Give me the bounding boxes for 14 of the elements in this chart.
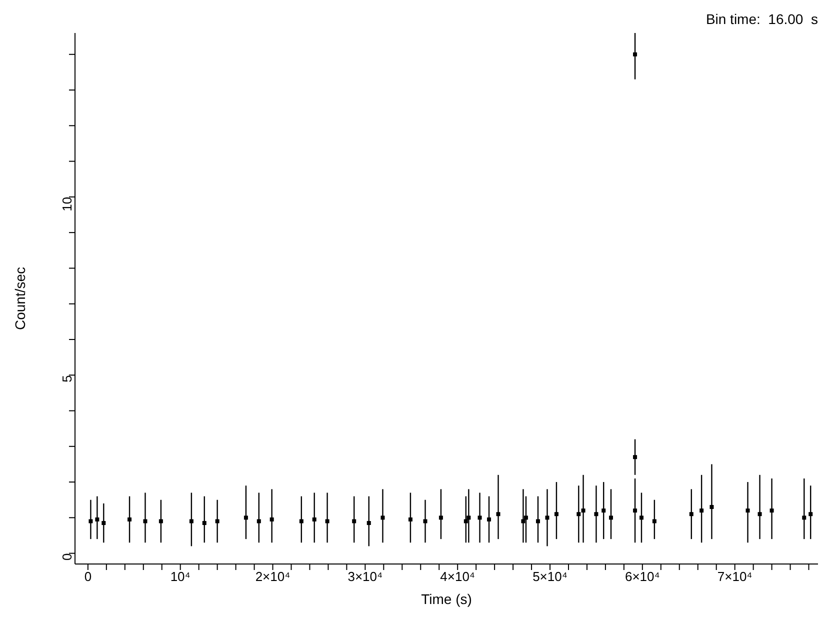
x-tick-label: 10⁴ (170, 569, 190, 584)
y-tick-label: 10 (60, 196, 75, 212)
x-tick-label: 5×10⁴ (532, 569, 568, 584)
x-tick-label: 7×10⁴ (717, 569, 752, 584)
chart-title: Bin time: 16.00 s (706, 11, 818, 27)
x-tick-label: 3×10⁴ (348, 569, 383, 584)
x-tick-label: 4×10⁴ (440, 569, 476, 584)
y-tick-label: 5 (60, 375, 75, 382)
y-tick-label: 0 (60, 553, 75, 561)
x-tick-label: 6×10⁴ (624, 569, 660, 584)
x-axis-title: Time (s) (421, 591, 472, 607)
x-tick-label: 2×10⁴ (255, 569, 290, 584)
y-axis-title: Count/sec (12, 266, 28, 330)
x-tick-label: 0 (84, 569, 92, 584)
